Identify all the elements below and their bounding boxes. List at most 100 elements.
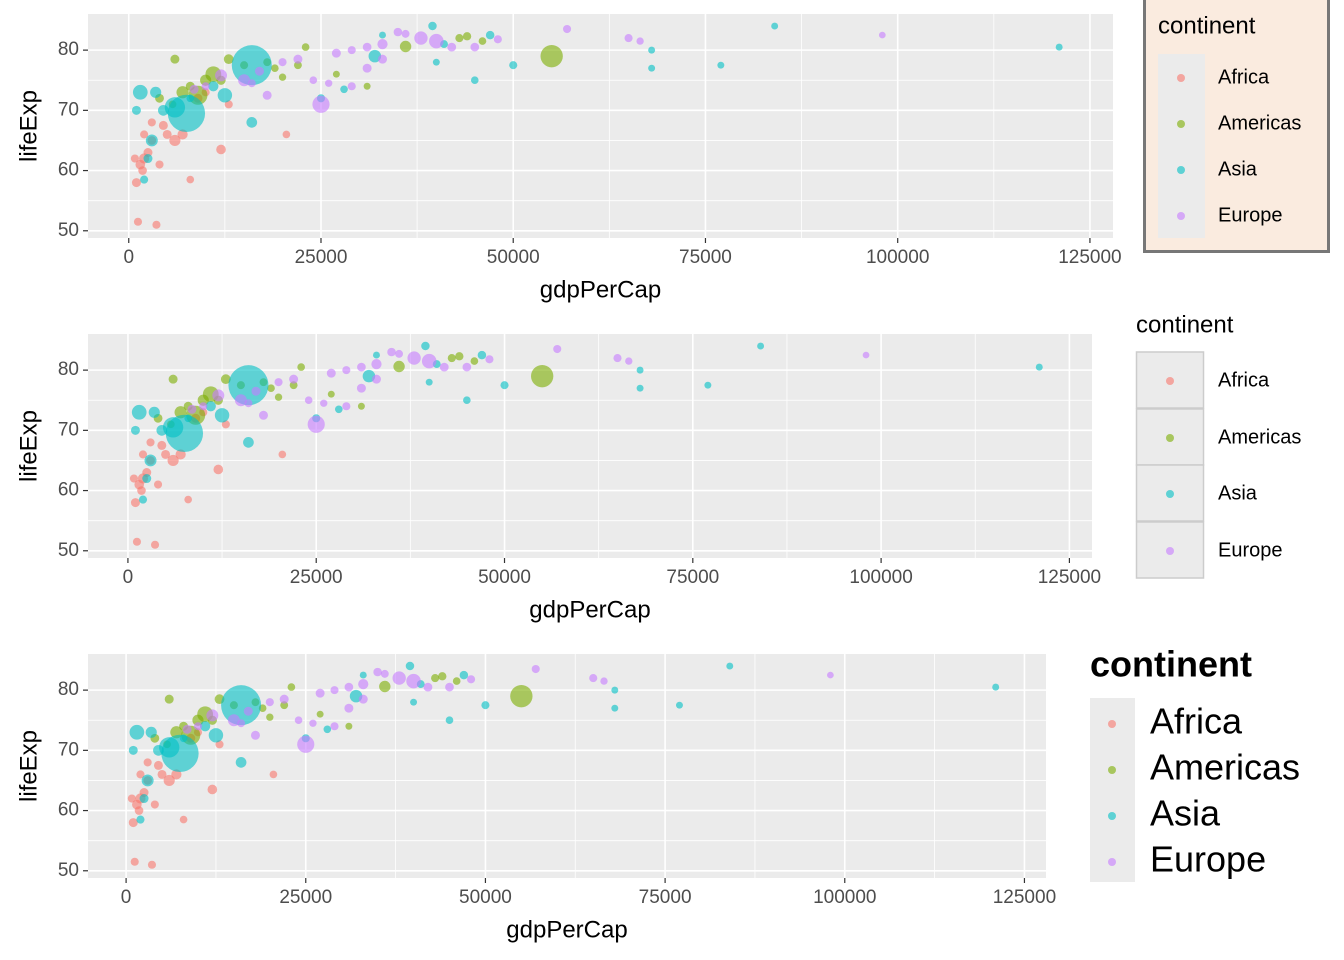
point xyxy=(156,424,168,436)
y-tick-label: 70 xyxy=(58,99,79,120)
legend-symbol xyxy=(1166,490,1174,498)
point xyxy=(636,366,644,374)
point xyxy=(130,857,139,866)
point xyxy=(142,474,152,484)
point xyxy=(200,721,211,732)
point xyxy=(164,694,174,704)
point xyxy=(726,662,734,670)
point xyxy=(371,374,381,384)
point xyxy=(387,347,396,357)
point xyxy=(373,667,382,677)
point xyxy=(312,95,330,113)
point xyxy=(130,154,139,163)
point xyxy=(862,351,870,359)
point xyxy=(153,480,163,489)
point xyxy=(161,449,171,459)
legend-symbol xyxy=(1108,720,1116,728)
plot-background xyxy=(88,334,1092,558)
point xyxy=(250,730,260,740)
point xyxy=(379,680,391,693)
point xyxy=(223,54,234,65)
point xyxy=(138,495,148,504)
point xyxy=(425,378,433,386)
point xyxy=(347,82,356,91)
y-tick-label: 50 xyxy=(58,220,79,241)
point xyxy=(274,378,283,387)
point xyxy=(227,714,240,727)
point xyxy=(510,684,533,708)
x-tick-label: 0 xyxy=(123,567,134,588)
point xyxy=(224,100,233,109)
point xyxy=(184,495,192,504)
point xyxy=(462,32,472,41)
point xyxy=(463,396,471,405)
point xyxy=(358,678,369,690)
point xyxy=(625,357,633,365)
legend-symbol xyxy=(1177,74,1185,82)
x-tick-label: 50000 xyxy=(487,247,540,268)
point xyxy=(309,76,318,85)
point xyxy=(220,374,231,385)
point xyxy=(193,722,203,731)
legend-keys-bg xyxy=(1158,54,1205,238)
point xyxy=(493,35,502,44)
legend-label: Africa xyxy=(1150,701,1243,742)
x-axis-title: gdpPerCap xyxy=(506,916,627,943)
point xyxy=(129,474,138,483)
point xyxy=(399,40,412,53)
point xyxy=(128,818,138,828)
legend-label: Africa xyxy=(1218,369,1270,391)
point xyxy=(771,22,779,30)
y-tick-label: 50 xyxy=(58,860,79,881)
point xyxy=(162,417,184,438)
point xyxy=(187,404,197,414)
point xyxy=(459,670,469,680)
point xyxy=(378,54,387,64)
point xyxy=(357,362,366,372)
point xyxy=(462,362,472,372)
point xyxy=(315,688,325,698)
point xyxy=(131,105,141,115)
y-axis-title: lifeExp xyxy=(15,90,42,162)
point xyxy=(182,724,192,734)
point xyxy=(150,540,160,549)
x-tick-label: 100000 xyxy=(813,887,876,908)
points xyxy=(129,341,1043,549)
point xyxy=(267,384,275,393)
points xyxy=(127,661,1000,869)
point xyxy=(141,774,154,787)
point xyxy=(238,74,251,87)
point xyxy=(704,381,712,389)
point xyxy=(345,722,353,730)
legend-symbol xyxy=(1166,377,1174,385)
point xyxy=(401,29,410,38)
point xyxy=(179,734,188,743)
point xyxy=(362,63,372,73)
point xyxy=(301,43,310,51)
point xyxy=(163,774,175,787)
legend-title: continent xyxy=(1090,644,1252,685)
point xyxy=(500,381,509,390)
point xyxy=(147,860,157,869)
point xyxy=(169,134,181,147)
point xyxy=(136,770,145,779)
point xyxy=(254,66,264,76)
point xyxy=(199,402,208,411)
point xyxy=(452,677,461,685)
x-tick-label: 75000 xyxy=(666,567,719,588)
point xyxy=(143,758,152,767)
point xyxy=(309,719,317,727)
point xyxy=(878,31,886,39)
legend-label: Europe xyxy=(1218,204,1283,226)
point xyxy=(158,120,168,130)
point xyxy=(145,134,158,147)
point xyxy=(293,61,302,70)
point xyxy=(331,48,341,58)
y-tick-label: 80 xyxy=(58,39,79,60)
x-tick-label: 25000 xyxy=(279,887,332,908)
point xyxy=(159,737,180,758)
point xyxy=(421,353,437,369)
point xyxy=(611,686,619,694)
point xyxy=(347,46,356,55)
point xyxy=(447,42,457,52)
